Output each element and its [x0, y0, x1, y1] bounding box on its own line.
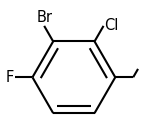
- Text: F: F: [6, 70, 14, 85]
- Text: Br: Br: [36, 10, 52, 25]
- Text: Cl: Cl: [104, 18, 119, 33]
